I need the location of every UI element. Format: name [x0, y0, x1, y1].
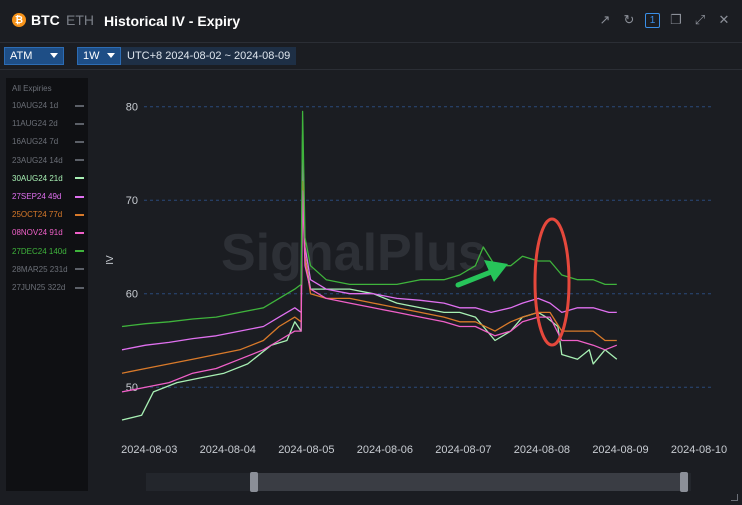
tab-btc[interactable]: ₿ BTC: [12, 12, 60, 28]
legend-item-label: 27JUN25 322d: [12, 283, 66, 292]
legend-swatch: [75, 195, 84, 198]
legend-swatch: [75, 159, 84, 162]
period-select[interactable]: 1W: [77, 47, 121, 65]
iv-chart-svg: SignalPlus 50 60 70 80 IV 2024-08-03 2024-08-04…: [105, 102, 727, 492]
legend-item-label: 25OCT24 77d: [12, 210, 63, 220]
legend-item[interactable]: 10AUG24 1d: [12, 101, 88, 110]
y-tick-label: 60: [126, 289, 138, 301]
x-tick-label: 2024-08-03: [121, 444, 177, 456]
legend-swatch: [75, 231, 84, 234]
y-axis-label: IV: [105, 255, 116, 265]
expiry-legend: All Expiries 10AUG24 1d 11AUG24 2d 16AUG24…: [6, 78, 88, 491]
legend-item[interactable]: 27SEP24 49d: [12, 192, 88, 201]
legend-item-label: 16AUG24 7d: [12, 137, 59, 147]
legend-item-label: 28MAR25 231d: [12, 264, 68, 274]
atm-select[interactable]: ATM: [4, 47, 64, 65]
x-tick-label: 2024-08-04: [200, 444, 256, 456]
y-tick-label: 50: [126, 382, 138, 394]
x-tick-label: 2024-08-08: [514, 444, 570, 456]
range-slider-handle[interactable]: [680, 472, 688, 492]
duplicate-window-icon[interactable]: ❐: [670, 12, 682, 27]
window-title: Historical IV - Expiry: [104, 13, 241, 29]
legend-item[interactable]: 28MAR25 231d: [12, 265, 88, 274]
x-tick-label: 2024-08-07: [435, 444, 491, 456]
date-range-label: UTC+8 2024-08-02 ~ 2024-08-09: [121, 47, 297, 65]
legend-item-label: 27SEP24 49d: [12, 192, 62, 201]
legend-title[interactable]: All Expiries: [12, 84, 52, 93]
legend-swatch: [75, 213, 84, 216]
expand-icon[interactable]: ⤢: [694, 12, 706, 27]
toolbar: ATM 1W UTC+8 2024-08-02 ~ 2024-08-09: [0, 43, 742, 70]
x-tick-label: 2024-08-10: [671, 444, 727, 456]
y-tick-label: 80: [126, 102, 138, 114]
atm-select-label: ATM: [10, 50, 33, 62]
legend-item[interactable]: 30AUG24 21d: [12, 174, 88, 183]
annotation-ellipse: [533, 217, 571, 347]
legend-swatch: [75, 104, 84, 107]
legend-item[interactable]: 27JUN25 322d: [12, 283, 88, 292]
legend-swatch: [75, 140, 84, 143]
legend-item[interactable]: 11AUG24 2d: [12, 119, 88, 128]
series-line-27dec24-140d: [121, 110, 617, 328]
resize-handle[interactable]: [731, 494, 738, 501]
legend-swatch: [75, 177, 84, 180]
chevron-down-icon: [50, 53, 58, 58]
period-select-label: 1W: [83, 50, 100, 62]
series-line-25oct24-77d: [121, 180, 617, 374]
x-tick-label: 2024-08-05: [278, 444, 334, 456]
range-slider-window: [251, 473, 688, 491]
legend-item[interactable]: 25OCT24 77d: [12, 210, 88, 219]
legend-item[interactable]: 08NOV24 91d: [12, 228, 88, 237]
legend-item[interactable]: 23AUG24 14d: [12, 156, 88, 165]
annotation-arrow-shaft: [455, 269, 494, 288]
range-slider-handle[interactable]: [250, 472, 258, 492]
chevron-down-icon: [107, 53, 115, 58]
legend-item-label: 08NOV24 91d: [12, 228, 63, 238]
title-bar: ₿ BTC ETH Historical IV - Expiry ↗ ↻ 1 ❐…: [0, 0, 742, 43]
legend-item-label: 23AUG24 14d: [12, 155, 63, 165]
legend-item-label: 11AUG24 2d: [12, 119, 58, 129]
close-icon[interactable]: ✕: [718, 12, 730, 27]
legend-swatch: [75, 286, 84, 289]
annotation-arrow-head: [484, 260, 508, 282]
tab-btc-label: BTC: [31, 12, 60, 28]
x-tick-label: 2024-08-09: [592, 444, 648, 456]
bitcoin-icon: ₿: [12, 13, 26, 27]
iv-chart: SignalPlus 50 60 70 80 IV 2024-08-03 2024-08-04…: [96, 78, 742, 498]
watermark: SignalPlus: [221, 224, 487, 282]
series-line-08nov24-91d: [121, 190, 618, 393]
y-tick-label: 70: [126, 195, 138, 207]
refresh-icon[interactable]: ↻: [623, 12, 635, 27]
window-controls: ↗ ↻ 1 ❐ ⤢ ✕: [597, 12, 732, 28]
legend-item[interactable]: 16AUG24 7d: [12, 137, 88, 146]
legend-swatch: [75, 268, 84, 271]
x-tick-label: 2024-08-06: [357, 444, 413, 456]
legend-item-label: 27DEC24 140d: [12, 246, 67, 256]
external-link-icon[interactable]: ↗: [599, 12, 611, 27]
legend-item[interactable]: 27DEC24 140d: [12, 247, 88, 256]
tab-eth-label: ETH: [66, 12, 94, 28]
series-line-27sep24-49d: [121, 162, 617, 351]
legend-swatch: [75, 250, 84, 253]
legend-item-label: 10AUG24 1d: [12, 101, 59, 110]
legend-swatch: [75, 122, 84, 125]
legend-item-label: 30AUG24 21d: [12, 173, 63, 183]
layout-one-icon[interactable]: 1: [645, 13, 660, 28]
tab-eth[interactable]: ETH: [66, 12, 94, 28]
